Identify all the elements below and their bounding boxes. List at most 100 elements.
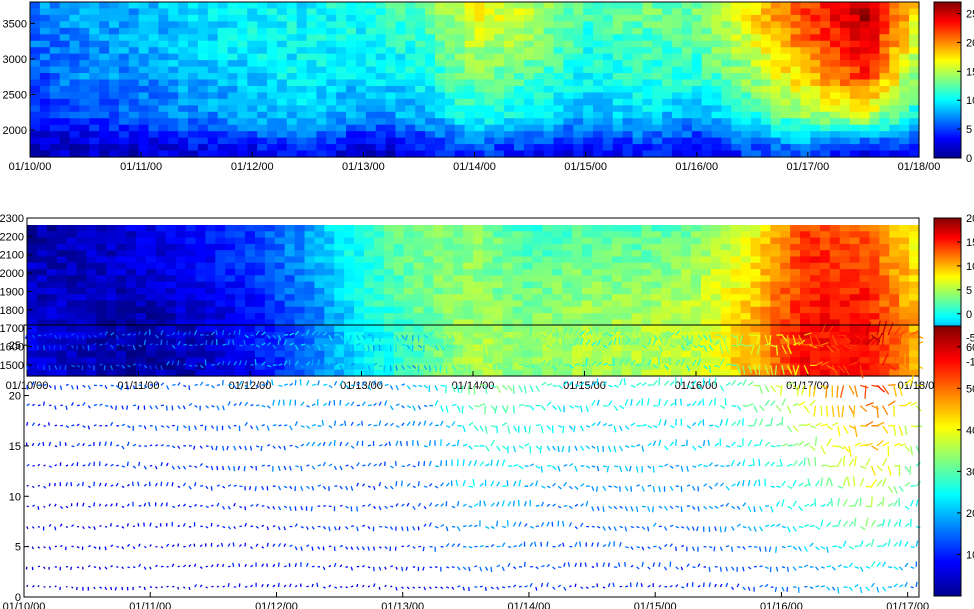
panel-1-cell-64-10: [662, 66, 673, 74]
panel-2-cell-37-9: [393, 281, 405, 289]
panel-1-cell-47-23: [494, 150, 505, 158]
panel-1-cell-42-19: [444, 124, 456, 132]
panel-2-cell-26-10: [284, 287, 296, 295]
panel-1-cell-76-14: [780, 92, 792, 100]
panel-1-cell-62-1: [642, 8, 653, 16]
panel-1-cell-38-18: [405, 118, 416, 126]
panel-2-cell-6-3: [86, 243, 97, 251]
panel-2-cell-21-5: [235, 256, 246, 264]
panel-1-cell-41-10: [434, 66, 446, 74]
panel-2-cell-74-20: [760, 350, 771, 358]
panel-1-cell-62-22: [642, 144, 653, 152]
panel-1-cell-42-0: [444, 2, 456, 10]
panel-1-cell-29-17: [316, 111, 327, 119]
panel-3-vector-4-6: [48, 465, 52, 468]
panel-1-cell-11-19: [138, 124, 150, 132]
panel-1-cell-7-5: [99, 34, 110, 42]
panel-3-vector-11-13: [87, 334, 91, 339]
panel-2-cell-0-16: [27, 325, 38, 333]
panel-2-cell-35-2: [373, 237, 385, 245]
panel-2-cell-88-17: [899, 331, 910, 339]
panel-2-cell-69-5: [710, 256, 722, 264]
panel-1-cell-37-12: [395, 79, 406, 87]
panel-1-cell-4-20: [69, 131, 80, 139]
panel-1-cell-68-20: [701, 131, 713, 139]
panel-1-cell-0-10: [30, 66, 41, 74]
panel-2-cell-59-17: [611, 331, 623, 339]
panel-2-cell-18-15: [205, 319, 216, 327]
panel-1-cell-85-11: [869, 73, 881, 81]
panel-1-cell-89-22: [909, 144, 920, 152]
panel-1-cell-55-14: [573, 92, 584, 100]
panel-1-cell-59-9: [612, 60, 624, 68]
panel-1-cell-38-20: [405, 131, 416, 139]
panel-2-cell-24-15: [264, 319, 276, 327]
panel-2-cell-0-20: [27, 350, 38, 358]
panel-2-cell-64-7: [661, 269, 672, 276]
panel-2-cell-72-12: [740, 300, 752, 308]
panel-1-cell-63-13: [652, 85, 663, 94]
panel-1-cell-46-1: [484, 8, 495, 16]
panel-2-cell-12-0: [145, 225, 157, 232]
panel-1-cell-7-2: [99, 14, 110, 22]
panel-1-cell-79-3: [810, 21, 821, 29]
panel-2-cell-58-4: [601, 250, 613, 258]
panel-2-cell-4-1: [66, 231, 78, 239]
panel-2-cell-18-18: [205, 338, 216, 346]
panel-2-cell-45-2: [473, 237, 484, 245]
panel-2-cell-41-5: [433, 256, 444, 264]
panel-2-cell-5-0: [76, 225, 88, 232]
panel-1-cell-11-15: [138, 98, 150, 106]
panel-3-vector-21-13: [143, 331, 148, 336]
panel-1-cell-8-22: [109, 144, 120, 152]
panel-2-cell-35-13: [373, 306, 385, 314]
panel-2-cell-81-0: [829, 225, 841, 232]
panel-3-vector-33-6: [210, 465, 214, 471]
panel-2-cell-33-10: [354, 287, 365, 295]
panel-1-cell-15-8: [178, 53, 189, 61]
panel-3-vector-3-4: [43, 505, 46, 508]
panel-2-cell-88-12: [899, 300, 910, 308]
panel-1-cell-16-21: [188, 137, 199, 145]
panel-1-cell-86-18: [879, 118, 890, 126]
panel-2-cell-48-16: [502, 325, 514, 333]
panel-2-cell-45-23: [473, 369, 484, 377]
panel-1-cell-76-1: [780, 8, 792, 16]
panel-1-cell-52-23: [543, 150, 555, 158]
panel-2-cell-45-22: [473, 363, 484, 371]
panel-2-cell-20-0: [225, 225, 236, 232]
panel-2-cell-27-18: [294, 338, 306, 346]
panel-2-cell-13-2: [155, 237, 167, 245]
panel-2-cell-9-21: [116, 357, 127, 365]
panel-1-cell-79-19: [810, 124, 821, 132]
panel-1-cell-30-0: [326, 2, 337, 10]
panel-2-cell-70-23: [720, 369, 732, 377]
panel-1-cell-19-14: [217, 92, 229, 100]
panel-3-vector-35-5: [222, 485, 226, 489]
panel-1-cell-7-13: [99, 85, 110, 94]
panel-2-cell-33-23: [354, 369, 365, 377]
panel-1-cell-68-1: [701, 8, 713, 16]
panel-3-vector-34-13: [215, 329, 218, 336]
panel-1-cell-79-8: [810, 53, 821, 61]
panel-2-cell-11-10: [136, 287, 147, 295]
panel-1-cell-82-5: [839, 34, 851, 42]
panel-2-cell-75-11: [770, 294, 781, 302]
panel-2-cell-45-0: [473, 225, 484, 232]
panel-3-vector-36-10: [227, 383, 232, 387]
panel-2-cell-35-7: [373, 269, 385, 276]
panel-2-cell-14-20: [165, 350, 177, 358]
panel-1-cell-53-0: [553, 2, 564, 10]
panel-2-cell-34-14: [363, 313, 375, 320]
panel-2-cell-32-19: [344, 344, 355, 352]
panel-2-cell-84-21: [859, 357, 871, 365]
panel-1-cell-17-21: [197, 137, 209, 145]
panel-2-cell-87-13: [889, 306, 900, 314]
panel-2-cell-46-6: [482, 262, 494, 270]
panel-1-cell-24-3: [267, 21, 278, 29]
panel-1-cell-0-3: [30, 21, 41, 29]
panel-1-cell-53-18: [553, 118, 564, 126]
panel-1-cell-2-21: [49, 137, 61, 145]
panel-2-cell-67-12: [691, 300, 702, 308]
panel-1-cell-73-2: [751, 14, 762, 22]
